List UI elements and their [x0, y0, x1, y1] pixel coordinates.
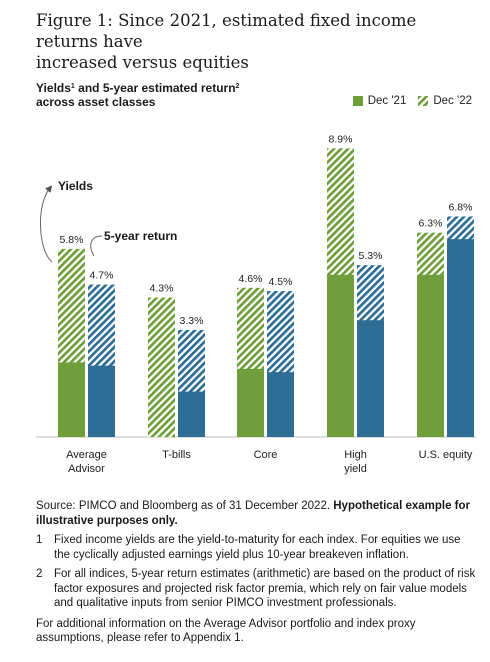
chart-heading-line1: Yields1 and 5-year estimated return2 — [36, 81, 240, 95]
category-label: U.S. equity — [419, 449, 473, 461]
data-label-u-s-equity-yield: 6.3% — [419, 218, 443, 230]
footnotes: Source: PIMCO and Bloomberg as of 31 Dec… — [36, 499, 476, 646]
legend-item-dec22: Dec '22 — [418, 95, 472, 107]
bar-high-yield-yield-dec21 — [327, 274, 354, 437]
data-label-u-s-equity-return: 6.8% — [449, 201, 473, 213]
category-label: Advisor — [68, 463, 105, 475]
bar-t-bills-yield-dec22 — [148, 297, 175, 437]
data-label-average-advisor-return: 4.7% — [90, 270, 114, 282]
figure-title: Figure 1: Since 2021, estimated fixed in… — [36, 10, 476, 73]
data-label-core-yield: 4.6% — [239, 273, 263, 285]
bar-u-s-equity-yield-dec21 — [417, 274, 444, 437]
category-label: Core — [254, 449, 278, 461]
data-label-high-yield-yield: 8.9% — [329, 133, 353, 145]
bar-t-bills-return-dec21 — [178, 391, 205, 437]
footnote-2: 2 For all indices, 5-year return estimate… — [36, 568, 476, 609]
bar-core-return-dec21 — [267, 372, 294, 437]
annotation-yields: Yields — [58, 179, 93, 193]
legend-label-dec22: Dec '22 — [433, 95, 472, 107]
legend-swatch-dec22 — [418, 96, 429, 106]
bar-core-yield-dec21 — [237, 368, 264, 437]
chart-heading: Yields1 and 5-year estimated return2 acr… — [36, 80, 239, 109]
bar-u-s-equity-return-dec21 — [447, 239, 474, 437]
data-label-average-advisor-yield: 5.8% — [60, 234, 84, 246]
legend: Dec '21 Dec '22 — [341, 95, 472, 107]
footnote-1: 1 Fixed income yields are the yield-to-ma… — [36, 534, 461, 561]
figure-title-line1: Figure 1: Since 2021, estimated fixed in… — [36, 11, 417, 51]
bar-high-yield-return-dec21 — [357, 320, 384, 437]
legend-swatch-dec21 — [352, 96, 363, 106]
additional-info-note: For additional information on the Averag… — [36, 617, 416, 645]
category-label: Average — [66, 449, 107, 461]
figure-title-line2: increased versus equities — [36, 53, 249, 72]
category-label: High — [344, 449, 367, 461]
legend-label-dec21: Dec '21 — [367, 95, 407, 107]
data-label-t-bills-yield: 4.3% — [150, 283, 174, 295]
legend-item-dec21: Dec '21 — [352, 95, 407, 107]
chart-heading-line2: across asset classes — [36, 95, 156, 109]
bar-chart: 5.8% 4.7% 4.3% 3.3% 4.6% 4.5% 8.9% 5.3% 6.3% 6.8%… — [36, 133, 476, 475]
source-note: Source: PIMCO and Bloomberg as of 31 Dec… — [36, 500, 471, 527]
bar-average-advisor-yield-dec21 — [58, 362, 85, 437]
annotation-five-year-connector — [90, 235, 103, 257]
annotation-five-year: 5-year return — [104, 229, 177, 243]
data-label-high-yield-return: 5.3% — [359, 250, 383, 262]
data-label-t-bills-return: 3.3% — [180, 315, 204, 327]
category-label: T-bills — [162, 449, 191, 461]
category-label: yield — [344, 463, 367, 475]
bar-average-advisor-return-dec21 — [88, 365, 115, 437]
data-label-core-return: 4.5% — [269, 276, 293, 288]
annotation-yields-arrow — [40, 185, 53, 263]
